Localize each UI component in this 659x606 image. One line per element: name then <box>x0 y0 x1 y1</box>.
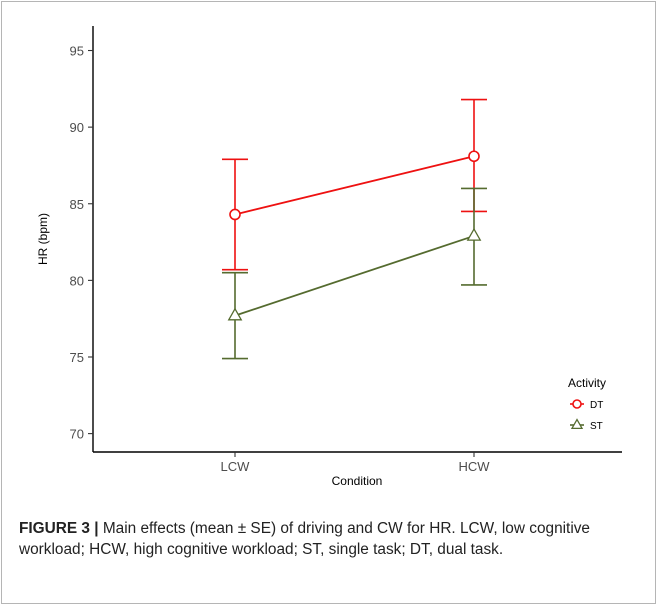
axes <box>92 26 622 453</box>
y-tick-label: 90 <box>70 120 84 135</box>
legend-key-marker <box>570 418 584 429</box>
y-tick-label: 85 <box>70 197 84 212</box>
legend-label: ST <box>590 421 603 432</box>
x-tick-label: LCW <box>221 459 251 474</box>
y-tick-label: 80 <box>70 273 84 288</box>
x-tick-label: HCW <box>458 459 490 474</box>
data-point <box>468 150 480 163</box>
chart: 70 75 80 85 90 95 LCW HCW Condition HR (bpm) A… <box>36 26 622 488</box>
legend-item-ST: ST <box>570 418 603 432</box>
legend-key-marker <box>572 399 582 409</box>
x-ticks: LCW HCW <box>221 452 490 474</box>
legend-item-DT: DT <box>570 399 603 411</box>
x-axis-title: Condition <box>332 474 383 488</box>
y-ticks: 70 75 80 85 90 95 <box>70 44 93 442</box>
series-line <box>234 235 475 317</box>
data-point <box>227 307 243 321</box>
legend-label: DT <box>590 400 603 411</box>
y-tick-label: 95 <box>70 44 84 59</box>
series-ST <box>222 187 487 360</box>
data-point <box>466 227 482 241</box>
figure-caption: FIGURE 3 | Main effects (mean ± SE) of d… <box>19 518 634 560</box>
caption-text: Main effects (mean ± SE) of driving and … <box>19 520 590 558</box>
caption-label: FIGURE 3 | <box>19 520 99 537</box>
y-axis-title: HR (bpm) <box>36 213 50 265</box>
plot-area <box>222 98 487 360</box>
legend-title: Activity <box>568 376 606 390</box>
legend: Activity DT ST <box>568 376 606 432</box>
series-line <box>234 155 475 216</box>
y-tick-label: 75 <box>70 350 84 365</box>
y-tick-label: 70 <box>70 427 84 442</box>
data-point <box>229 208 241 221</box>
